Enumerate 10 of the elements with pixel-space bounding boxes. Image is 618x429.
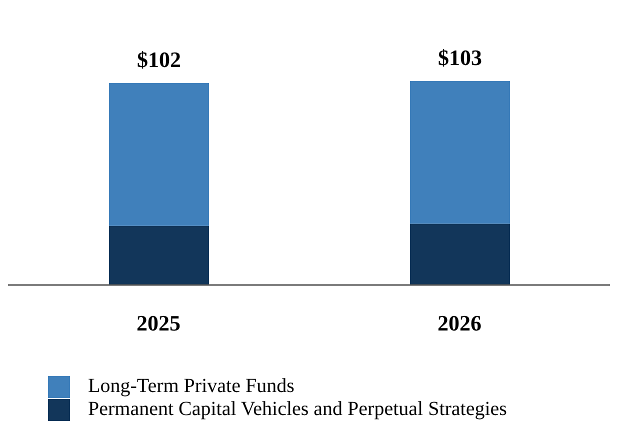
legend-label: Permanent Capital Vehicles and Perpetual Strategies: [88, 398, 507, 421]
bar: [109, 226, 209, 285]
bar: [410, 81, 510, 224]
x-tick-label: 2026: [438, 310, 482, 336]
x-tick-label: 2025: [136, 310, 180, 336]
bar: [410, 224, 510, 285]
text: $103: [438, 45, 482, 70]
text: $102: [137, 47, 181, 72]
bar: [109, 83, 209, 226]
legend-label: Long-Term Private Funds: [88, 375, 294, 398]
